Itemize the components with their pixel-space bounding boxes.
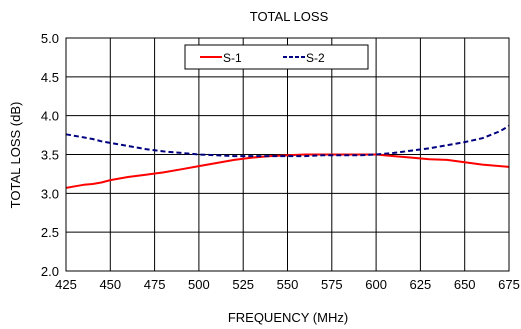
x-tick-label: 550 <box>277 277 299 292</box>
y-tick-label: 3.0 <box>41 186 59 201</box>
x-tick-label: 650 <box>454 277 476 292</box>
y-tick-label: 4.0 <box>41 109 59 124</box>
grid-lines <box>66 38 509 271</box>
x-tick-labels: 425 450 475 500 525 550 575 600 625 650 675 <box>55 277 520 292</box>
x-tick-label: 525 <box>232 277 254 292</box>
series-line-s-2 <box>65 124 510 158</box>
series-lines <box>65 124 510 189</box>
y-tick-label: 4.5 <box>41 70 59 85</box>
legend: S-1 S-2 <box>184 44 369 70</box>
x-tick-label: 450 <box>99 277 121 292</box>
chart-title: TOTAL LOSS <box>250 9 329 24</box>
x-tick-label: 575 <box>321 277 343 292</box>
x-tick-label: 675 <box>498 277 520 292</box>
legend-label-s-1: S-1 <box>223 51 242 65</box>
x-tick-label: 425 <box>55 277 77 292</box>
x-tick-label: 625 <box>410 277 432 292</box>
x-tick-label: 600 <box>365 277 387 292</box>
x-tick-label: 475 <box>144 277 166 292</box>
legend-label-s-2: S-2 <box>306 51 325 65</box>
series-line-s-1 <box>65 153 510 189</box>
y-tick-label: 2.0 <box>41 264 59 279</box>
plot-area-border <box>65 37 510 272</box>
y-tick-label: 5.0 <box>41 31 59 46</box>
y-axis-title: TOTAL LOSS (dB) <box>8 102 23 209</box>
y-tick-labels: 2.0 2.5 3.0 3.5 4.0 4.5 5.0 <box>41 31 59 279</box>
x-tick-label: 500 <box>188 277 210 292</box>
x-axis-title: FREQUENCY (MHz) <box>228 310 348 325</box>
y-tick-label: 3.5 <box>41 148 59 163</box>
y-tick-label: 2.5 <box>41 225 59 240</box>
